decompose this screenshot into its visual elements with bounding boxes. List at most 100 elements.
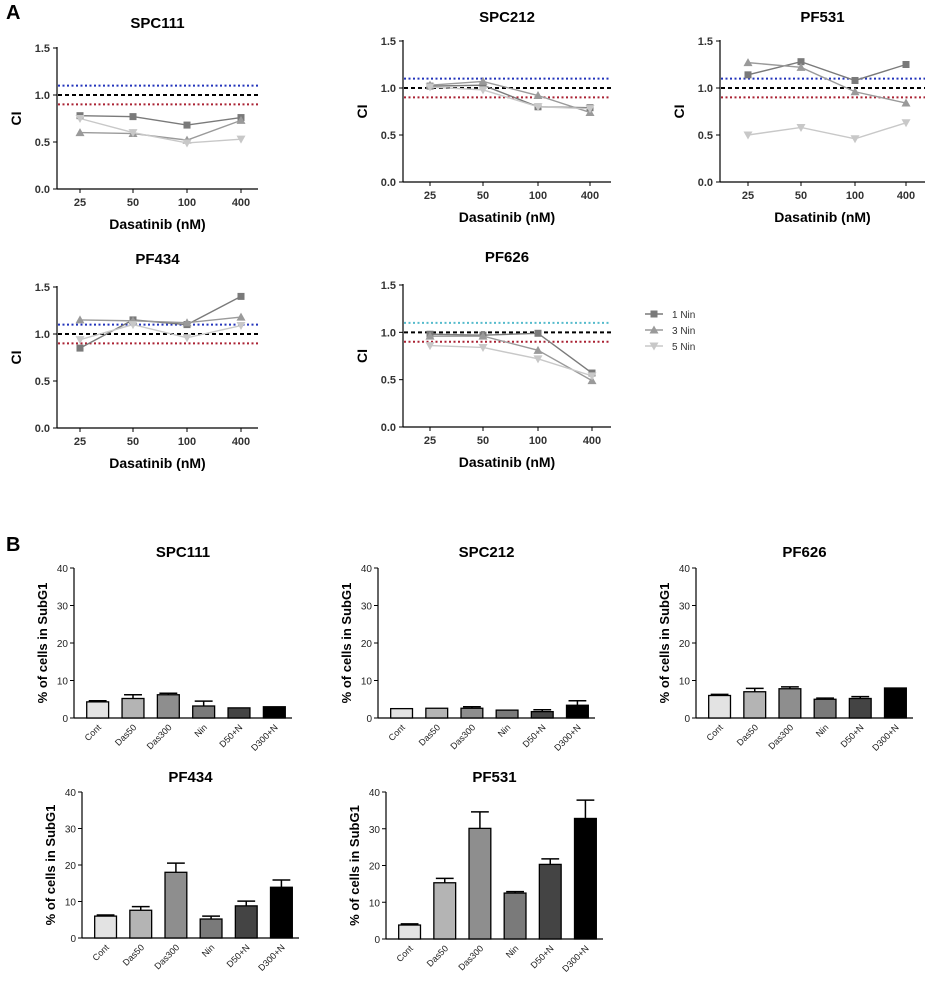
ci-pf531-series-0-point-1 <box>797 58 805 66</box>
subg1-spc111-ytick-label-3: 30 <box>57 602 69 613</box>
ci-pf626-series-2-point-0 <box>425 342 435 351</box>
subg1-pf626-bar-2 <box>778 688 802 719</box>
ci-pf434: PF434 0.0 0.5 1.0 1.5 25 50 100 400 Dasatinib (nM… <box>8 251 258 471</box>
ci-spc111-title: SPC111 <box>130 15 184 32</box>
ci-pf626-series-2-point-1 <box>478 343 488 352</box>
subg1-spc212-ylabel: % of cells in SubG1 <box>339 583 354 704</box>
subg1-spc212-xtick-label-0: Cont <box>386 722 407 743</box>
ci-spc111-xtick-label-1: 50 <box>127 197 139 209</box>
subg1-pf434-bar-1 <box>129 909 153 939</box>
subg1-spc212-ytick-label-2: 20 <box>361 639 373 650</box>
subg1-spc212-bar-0 <box>390 707 414 719</box>
subg1-spc212-bar-5 <box>565 704 589 719</box>
subg1-pf531-xtick-label-1: Das50 <box>425 943 450 968</box>
subg1-spc212-xtick-label-1: Das50 <box>417 722 442 747</box>
ci-pf531-xtick-label-0: 25 <box>742 190 754 202</box>
subg1-spc111-ytick-label-0: 0 <box>62 714 68 725</box>
ci-spc212-series-1-point-2 <box>533 91 543 100</box>
subg1-spc111-xtick-label-3: Nin <box>192 722 209 739</box>
subg1-pf531-xtick-label-4: D50+N <box>529 943 556 970</box>
ci-pf434-ytick-label-2: 1.0 <box>35 329 50 341</box>
subg1-pf626-bar-1 <box>743 691 767 719</box>
subg1-pf626-ytick-label-0: 0 <box>684 714 690 725</box>
subg1-spc111-bar-2 <box>156 694 180 719</box>
ci-pf531-ytick-label-0: 0.0 <box>698 177 713 189</box>
ci-pf531-xlabel: Dasatinib (nM) <box>774 209 870 225</box>
ci-pf434-xtick-label-1: 50 <box>127 436 139 448</box>
ci-spc212-xtick-label-0: 25 <box>424 190 436 202</box>
ci-spc111-ytick-label-0: 0.0 <box>35 184 50 196</box>
subg1-pf434-ytick-label-3: 30 <box>65 825 77 836</box>
ci-pf626-xlabel: Dasatinib (nM) <box>459 454 555 470</box>
subg1-pf626-xtick-label-3: Nin <box>814 722 831 739</box>
ci-spc111-ytick-label-1: 0.5 <box>35 137 50 149</box>
subg1-pf434-xtick-label-2: Das300 <box>152 942 181 971</box>
ci-spc212-series-1-line <box>429 80 591 114</box>
subg1-spc212-ytick-label-0: 0 <box>366 714 372 725</box>
subg1-spc212-xtick-label-4: D50+N <box>521 722 548 749</box>
subg1-pf626-xtick-label-2: Das300 <box>766 722 795 751</box>
subg1-pf434-xtick-label-0: Cont <box>90 942 111 963</box>
ci-spc212-ytick-label-1: 0.5 <box>381 130 396 142</box>
ci-pf531: PF531 0.0 0.5 1.0 1.5 25 50 100 400 Dasatinib (nM… <box>671 9 925 225</box>
ci-pf434-series-2-point-3 <box>236 322 246 331</box>
ci-spc111-series-2-point-0 <box>75 115 85 123</box>
subg1-spc212-ytick-label-4: 40 <box>361 564 373 575</box>
subg1-pf626-xtick-label-5: D300+N <box>870 722 901 753</box>
ci-pf434-ytick-label-0: 0.0 <box>35 423 50 435</box>
subg1-pf626-xtick-label-0: Cont <box>704 722 725 743</box>
subg1-spc212-xtick-label-2: Das300 <box>448 722 477 751</box>
subg1-pf531-ylabel: % of cells in SubG1 <box>347 805 362 926</box>
subg1-pf626-xtick-label-4: D50+N <box>839 722 866 749</box>
subg1-pf531-xtick-label-0: Cont <box>394 943 415 964</box>
ci-pf531-ytick-label-2: 1.0 <box>698 83 713 95</box>
subg1-pf434-bar-5 <box>269 886 293 939</box>
subg1-pf434-ytick-label-0: 0 <box>70 934 76 945</box>
ci-spc111-xlabel: Dasatinib (nM) <box>109 216 205 232</box>
legend-label-0: 1 Nin <box>672 310 695 321</box>
subg1-spc111-ytick-label-2: 20 <box>57 639 69 650</box>
ci-pf626-title: PF626 <box>485 249 529 266</box>
subg1-pf626-title: PF626 <box>782 544 826 561</box>
subg1-spc111-xtick-label-5: D300+N <box>249 722 280 753</box>
ci-spc111-ytick-label-2: 1.0 <box>35 90 50 102</box>
ci-pf626-ytick-label-1: 0.5 <box>381 375 396 387</box>
subg1-pf434-xtick-label-3: Nin <box>200 942 217 959</box>
ci-spc111-series-0-point-1 <box>129 113 137 121</box>
ci-pf626-ylabel: CI <box>354 349 370 363</box>
ci-pf531-series-0-point-3 <box>902 61 910 68</box>
subg1-spc212-bar-1 <box>425 707 449 719</box>
ci-spc111-series-1-point-3 <box>236 115 246 124</box>
ci-spc111-series-2-point-3 <box>236 135 246 144</box>
ci-pf434-xlabel: Dasatinib (nM) <box>109 455 205 471</box>
ci-pf434-series-1-point-0 <box>75 315 85 324</box>
subg1-pf434-xtick-label-4: D50+N <box>225 942 252 969</box>
ci-spc212-xtick-label-3: 400 <box>581 190 599 202</box>
ci-pf434-ylabel: CI <box>8 351 24 365</box>
ci-pf531-ytick-label-1: 0.5 <box>698 130 713 142</box>
ci-pf626-series-2-line <box>429 344 593 377</box>
ci-pf626-xtick-label-3: 400 <box>583 435 601 447</box>
ci-pf531-series-0-line <box>747 60 907 82</box>
subg1-pf531-bar-1 <box>433 882 457 940</box>
subg1-pf626-bar-0 <box>708 694 732 719</box>
subg1-pf626-xtick-label-1: Das50 <box>735 722 760 747</box>
ci-spc212-ytick-label-3: 1.5 <box>381 36 396 48</box>
subg1-pf434-ylabel: % of cells in SubG1 <box>43 805 58 926</box>
subg1-pf531-ytick-label-3: 30 <box>369 825 381 836</box>
ci-pf434-title: PF434 <box>135 251 180 268</box>
subg1-spc212: SPC212 0 10 20 30 40 % of cells in SubG1 Cont Da… <box>339 544 595 753</box>
subg1-pf434-bar-4 <box>234 905 258 939</box>
subg1-pf531-ytick-label-2: 20 <box>369 862 381 873</box>
subg1-spc111-xtick-label-0: Cont <box>83 722 104 743</box>
subg1-spc212-xtick-label-5: D300+N <box>552 722 583 753</box>
subg1-pf434-bar-3 <box>199 918 223 939</box>
subg1-pf531-ytick-label-1: 10 <box>369 898 381 909</box>
ci-pf531-series-1-point-2 <box>850 87 860 96</box>
ci-spc212-series-0-point-1 <box>479 81 487 89</box>
ci-pf531-xtick-label-1: 50 <box>795 190 807 202</box>
ci-pf434-xtick-label-2: 100 <box>178 436 196 448</box>
subg1-spc111-bar-3 <box>192 705 216 719</box>
subg1-pf531-xtick-label-3: Nin <box>504 943 521 960</box>
